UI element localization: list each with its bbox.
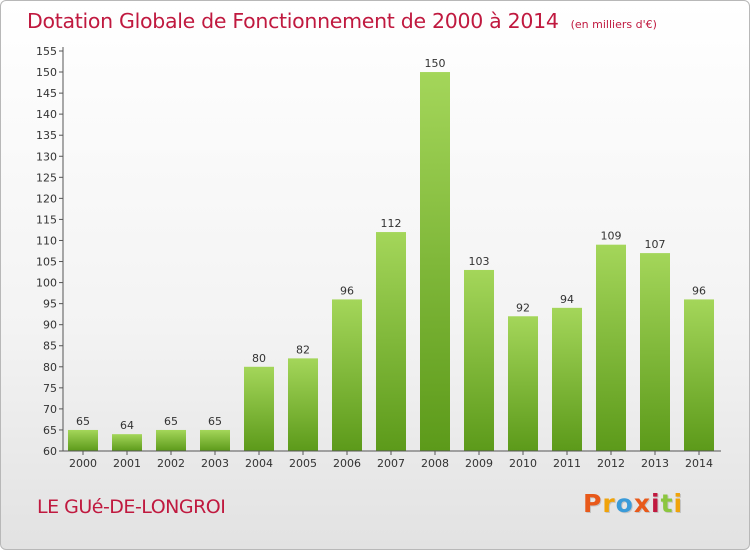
y-tick-label: 70 [43,403,57,416]
bar [420,72,450,451]
bar [464,269,494,451]
y-tick-label: 105 [36,256,57,269]
bar [200,429,230,451]
y-tick-label: 155 [36,45,57,58]
bar-value-label: 107 [645,238,666,251]
bar-value-label: 150 [425,57,446,70]
bar [684,299,714,451]
bar [244,366,274,451]
x-tick-label: 2011 [553,457,581,470]
x-axis: 2000 2001 2002 2003 2004 2005 2006 2007 2008 2009… [63,450,721,470]
bar-value-label: 64 [120,419,134,432]
bar-value-label: 65 [76,415,90,428]
chart-title: Dotation Globale de Fonctionnement de 20… [27,9,559,33]
bar-value-label: 65 [164,415,178,428]
logo-letter: o [615,489,634,518]
y-tick-label: 150 [36,66,57,79]
x-tick-label: 2005 [289,457,317,470]
y-tick-label: 145 [36,87,57,100]
bar [376,232,406,451]
y-tick-label: 65 [43,424,57,437]
title-block: Dotation Globale de Fonctionnement de 20… [27,9,657,33]
y-tick-label: 130 [36,150,57,163]
bar [288,358,318,451]
x-tick-label: 2007 [377,457,405,470]
bars-group: 65 64 65 65 80 82 96 112 150 103 92 94 109 107 96 [68,57,714,451]
bar [332,299,362,451]
logo-letter: x [633,489,651,518]
x-tick-label: 2003 [201,457,229,470]
bar [156,429,186,451]
x-tick-label: 2001 [113,457,141,470]
bar-value-label: 94 [560,293,574,306]
x-tick-label: 2002 [157,457,185,470]
bar [640,253,670,451]
bar [508,316,538,451]
logo-letter: t [660,489,674,518]
x-tick-label: 2014 [685,457,713,470]
commune-name: LE GUé-DE-LONGROI [37,496,226,518]
x-tick-label: 2004 [245,457,273,470]
bar-value-label: 109 [601,230,622,243]
y-tick-label: 125 [36,171,57,184]
x-tick-label: 2006 [333,457,361,470]
logo-letter: i [673,489,684,518]
y-tick-label: 135 [36,129,57,142]
logo-letter: P [583,489,603,518]
x-tick-label: 2013 [641,457,669,470]
bar-value-label: 96 [692,284,706,297]
y-tick-label: 75 [43,382,57,395]
y-tick-label: 115 [36,213,57,226]
logo-letter: r [602,489,616,518]
bar [552,307,582,451]
proxiti-logo[interactable]: Proxiti [583,489,683,518]
bar-value-label: 92 [516,301,530,314]
x-tick-label: 2009 [465,457,493,470]
bar-value-label: 82 [296,343,310,356]
y-tick-label: 140 [36,108,57,121]
bar-value-label: 80 [252,352,266,365]
bar [596,244,626,451]
x-tick-label: 2008 [421,457,449,470]
bar [68,429,98,451]
y-tick-label: 80 [43,361,57,374]
bar [112,434,142,451]
y-tick-label: 120 [36,192,57,205]
bar-value-label: 103 [469,255,490,268]
y-tick-label: 110 [36,234,57,247]
x-tick-label: 2000 [69,457,97,470]
y-tick-label: 95 [43,298,57,311]
logo-letter: i [651,489,661,518]
bar-value-label: 112 [381,217,402,230]
y-tick-label: 90 [43,319,57,332]
y-tick-label: 100 [36,277,57,290]
bar-value-label: 96 [340,284,354,297]
y-tick-label: 85 [43,340,57,353]
y-tick-label: 60 [43,445,57,458]
x-tick-label: 2010 [509,457,537,470]
y-axis: 60 65 70 75 80 85 90 95 100 105 110 115 120 125 130 135… [36,45,64,458]
chart-subtitle: (en milliers d'€) [570,18,657,31]
bar-value-label: 65 [208,415,222,428]
x-tick-label: 2012 [597,457,625,470]
